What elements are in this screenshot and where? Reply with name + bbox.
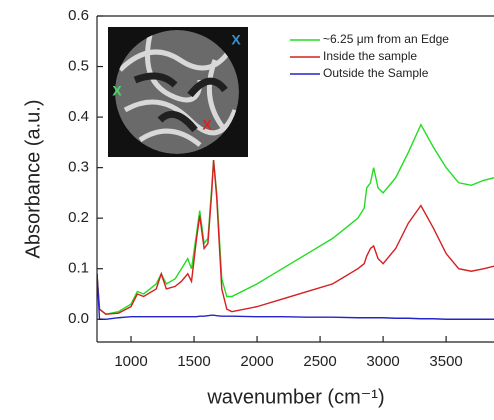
y-axis-title: Absorbance (a.u.) [22, 100, 44, 259]
x-tick-label: 1000 [114, 353, 147, 370]
legend-label: ~6.25 μm from an Edge [323, 32, 449, 46]
series-line [97, 273, 494, 320]
y-tick-label: 0.4 [68, 108, 89, 125]
inset-marker: X [231, 32, 241, 48]
axes [96, 15, 494, 343]
inset-marker: X [112, 83, 122, 99]
x-tick-label: 1500 [177, 353, 210, 370]
y-tick-label: 0.1 [68, 260, 89, 277]
inset-texture [115, 30, 239, 154]
x-tick-label: 3000 [366, 353, 399, 370]
legend: ~6.25 μm from an Edge Inside the sample Ou… [290, 32, 449, 80]
series-line [97, 123, 494, 315]
plot-area [97, 123, 494, 320]
y-tick-label: 0.0 [68, 310, 89, 327]
inset-marker: X [202, 117, 212, 133]
x-tick-label: 2500 [303, 353, 336, 370]
x-tick-label: 2000 [240, 353, 273, 370]
series-line [97, 159, 494, 315]
y-tick-label: 0.6 [68, 7, 89, 24]
x-tick-label: 3500 [429, 353, 462, 370]
x-axis-title: wavenumber (cm⁻¹) [206, 386, 384, 408]
y-tick-label: 0.2 [68, 209, 89, 226]
inset [108, 27, 248, 157]
y-tick-label: 0.3 [68, 159, 89, 176]
legend-label: Inside the sample [323, 49, 417, 63]
y-tick-label: 0.5 [68, 58, 89, 75]
legend-label: Outside the Sample [323, 66, 429, 80]
